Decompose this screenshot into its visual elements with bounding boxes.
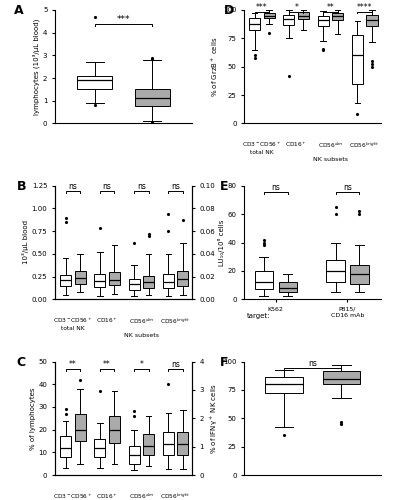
PathPatch shape [143,434,154,454]
Text: CD16$^+$: CD16$^+$ [96,316,118,325]
PathPatch shape [264,14,275,18]
Y-axis label: LU₁₀/10⁶ cells: LU₁₀/10⁶ cells [218,220,225,266]
Text: **: ** [327,2,334,12]
Text: CD56$^{dim}$: CD56$^{dim}$ [129,492,154,500]
PathPatch shape [163,432,174,455]
Text: **: ** [69,360,77,369]
PathPatch shape [60,274,71,285]
Text: target:: target: [247,313,270,319]
Text: D: D [224,4,234,18]
Text: A: A [14,4,24,18]
Text: CD16$^+$: CD16$^+$ [285,140,307,149]
PathPatch shape [177,432,188,455]
Text: ns: ns [308,358,317,368]
PathPatch shape [283,14,294,24]
PathPatch shape [352,35,363,84]
Text: F: F [219,356,228,369]
Text: ns: ns [68,182,77,191]
Text: CD56$^{bright}$: CD56$^{bright}$ [160,492,191,500]
PathPatch shape [298,12,309,19]
PathPatch shape [60,436,71,457]
Text: ns: ns [137,182,146,191]
PathPatch shape [327,260,345,282]
Text: B: B [17,180,26,193]
Text: CD3$^-$CD56$^+$
total NK: CD3$^-$CD56$^+$ total NK [242,140,282,155]
Text: ns: ns [103,182,112,191]
PathPatch shape [94,438,105,457]
PathPatch shape [129,446,140,464]
PathPatch shape [143,276,154,288]
PathPatch shape [109,416,120,443]
PathPatch shape [177,271,188,285]
Text: **: ** [103,360,111,369]
Text: *: * [140,360,143,369]
PathPatch shape [134,90,170,106]
Text: CD56$^{bright}$: CD56$^{bright}$ [349,140,380,149]
PathPatch shape [255,271,273,289]
PathPatch shape [366,14,378,26]
PathPatch shape [318,16,329,26]
PathPatch shape [332,14,343,20]
PathPatch shape [323,370,360,384]
Text: E: E [219,180,228,193]
Text: ***: *** [256,2,268,12]
Y-axis label: 10³/μL blood: 10³/μL blood [22,220,29,264]
PathPatch shape [75,271,86,284]
PathPatch shape [94,274,105,286]
Text: NK subsets: NK subsets [124,333,159,338]
PathPatch shape [75,414,86,441]
PathPatch shape [279,282,297,292]
Y-axis label: lymphocytes (10³/μL blood): lymphocytes (10³/μL blood) [33,18,40,115]
Text: ns: ns [171,182,180,191]
PathPatch shape [163,274,174,288]
PathPatch shape [109,272,120,284]
Text: CD56$^{bright}$: CD56$^{bright}$ [160,316,191,326]
PathPatch shape [350,265,369,283]
Text: NK subsets: NK subsets [313,158,348,162]
Text: ns: ns [171,360,180,369]
Text: ns: ns [271,184,280,192]
Text: CD3$^-$CD56$^+$
total NK: CD3$^-$CD56$^+$ total NK [53,316,93,331]
PathPatch shape [265,378,303,394]
Y-axis label: % of GrzB$^+$ cells: % of GrzB$^+$ cells [210,36,220,97]
Y-axis label: % of lymphocytes: % of lymphocytes [29,387,36,450]
Text: CD16$^+$: CD16$^+$ [96,492,118,500]
Text: ***: *** [117,15,130,24]
Text: CD56$^{dim}$: CD56$^{dim}$ [318,140,343,149]
Text: C: C [17,356,26,369]
PathPatch shape [77,76,112,90]
PathPatch shape [249,18,260,30]
PathPatch shape [129,279,140,290]
Text: ns: ns [343,184,352,192]
Text: CD3$^-$CD56$^+$
total NK: CD3$^-$CD56$^+$ total NK [53,492,93,500]
Text: *: * [294,2,298,12]
Text: CD56$^{dim}$: CD56$^{dim}$ [129,316,154,326]
Y-axis label: % of IFNγ$^+$ NK cells: % of IFNγ$^+$ NK cells [209,382,220,454]
Text: ****: **** [357,2,373,12]
